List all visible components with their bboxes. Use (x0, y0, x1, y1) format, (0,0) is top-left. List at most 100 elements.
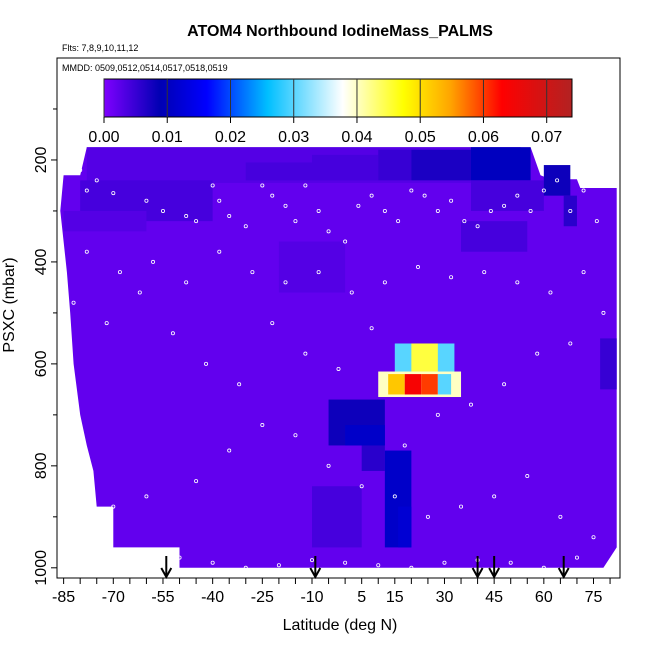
sample-point (194, 479, 199, 484)
sample-point (601, 310, 606, 315)
colorbar-gradient (103, 78, 573, 118)
sample-point (541, 565, 546, 570)
heatmap-cell (388, 374, 405, 395)
heatmap-cell (461, 221, 528, 252)
sample-point (343, 560, 348, 565)
sample-point (310, 558, 315, 563)
sample-point (137, 290, 142, 295)
y-axis-label: PSXC (mbar) (1, 257, 18, 352)
colorbar-tick-label: 0.03 (278, 129, 309, 146)
sample-point (382, 208, 387, 213)
sample-point (204, 361, 209, 366)
plot-frame (56, 57, 621, 579)
colorbar-tick-label: 0.01 (152, 129, 183, 146)
y-tick-label: 600 (33, 350, 50, 377)
dates-label: MMDD: 0509,0512,0514,0517,0518,0519 (62, 63, 228, 73)
sample-point (270, 193, 275, 198)
sample-point (243, 224, 248, 229)
sample-point (468, 402, 473, 407)
sample-point (415, 265, 420, 270)
sample-point (343, 239, 348, 244)
sample-point (568, 341, 573, 346)
sample-point (84, 249, 89, 254)
x-tick-label: -40 (201, 589, 224, 606)
sample-point (111, 191, 116, 196)
sample-point (260, 183, 265, 188)
sample-point (574, 555, 579, 560)
sample-point (194, 219, 199, 224)
sample-point (177, 555, 182, 560)
x-tick-label: 5 (357, 589, 366, 606)
sample-point (260, 423, 265, 428)
heatmap-cell (378, 149, 412, 181)
heatmap-cell (361, 445, 385, 471)
sample-point (144, 198, 149, 203)
sample-point (217, 198, 222, 203)
data-region (60, 147, 617, 568)
flight-arrow-head (309, 567, 322, 580)
sample-point (151, 259, 156, 264)
sample-point (283, 203, 288, 208)
sample-point (555, 178, 560, 183)
heatmap-cell (470, 147, 531, 181)
sample-point (594, 219, 599, 224)
sample-point (144, 494, 149, 499)
y-tick-label: 400 (33, 248, 50, 275)
heatmap-cell (600, 338, 617, 390)
heatmap-cell (543, 165, 571, 196)
sample-point (568, 208, 573, 213)
sample-point (508, 560, 513, 565)
sample-point (170, 331, 175, 336)
sample-point (250, 270, 255, 275)
sample-point (435, 208, 440, 213)
y-tick-label: 1000 (33, 550, 50, 586)
sample-point (502, 382, 507, 387)
sample-point (541, 188, 546, 193)
flight-arrow (309, 556, 322, 580)
sample-point (160, 208, 165, 213)
sample-point (326, 463, 331, 468)
sample-point (316, 208, 321, 213)
sample-point (369, 326, 374, 331)
sample-point (84, 188, 89, 193)
x-tick-label: 45 (485, 589, 503, 606)
x-axis-label: Latitude (deg N) (283, 617, 398, 634)
flight-arrow-head (488, 567, 501, 580)
sample-point (227, 214, 232, 219)
heatmap-cell (437, 374, 452, 395)
x-tick-label: -70 (102, 589, 125, 606)
sample-point (356, 203, 361, 208)
sample-point (502, 203, 507, 208)
sample-point (581, 188, 586, 193)
flight-arrow (557, 556, 570, 580)
sample-point (449, 198, 454, 203)
sample-point (210, 560, 215, 565)
sample-point (303, 183, 308, 188)
sample-point (78, 514, 83, 519)
sample-point (217, 249, 222, 254)
y-tick-label: 200 (33, 147, 50, 174)
sample-point (392, 494, 397, 499)
sample-point (359, 484, 364, 489)
sample-point (422, 193, 427, 198)
flight-arrow (160, 556, 173, 580)
sample-point (336, 366, 341, 371)
sample-point (558, 514, 563, 519)
sample-point (488, 208, 493, 213)
flight-arrow-head (160, 567, 173, 580)
sample-point (111, 504, 116, 509)
sample-point (425, 514, 430, 519)
sample-point (293, 219, 298, 224)
sample-point (462, 219, 467, 224)
sample-point (475, 224, 480, 229)
sample-point (409, 188, 414, 193)
sample-point (210, 183, 215, 188)
sample-point (449, 275, 454, 280)
sample-point (117, 270, 122, 275)
sample-point (581, 270, 586, 275)
flight-arrow (471, 556, 484, 580)
y-tick-label: 800 (33, 452, 50, 479)
heatmap-cell (278, 241, 346, 293)
sample-point (270, 321, 275, 326)
